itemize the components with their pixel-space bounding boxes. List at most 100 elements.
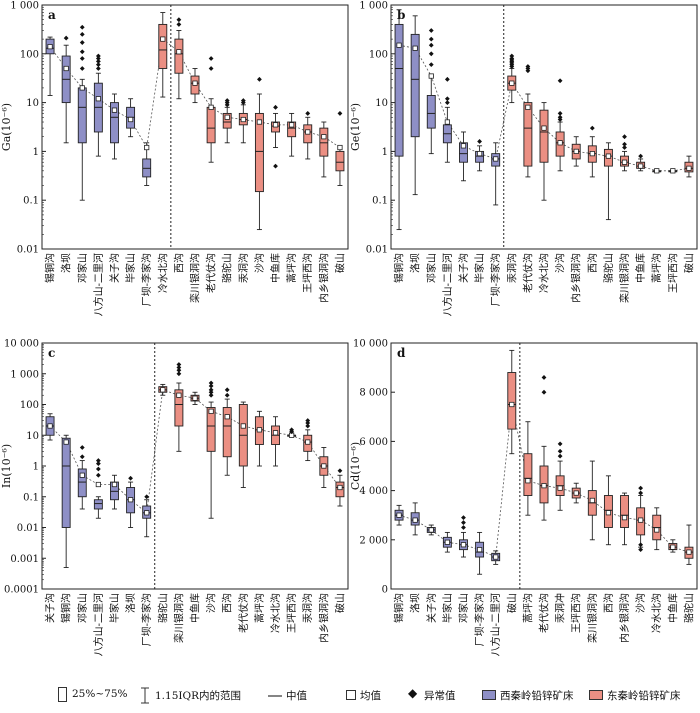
- mean-marker: [589, 497, 595, 504]
- box-内乡银洞沟: 内乡银洞沟: [618, 492, 631, 643]
- mean-marker: [208, 408, 214, 414]
- category-label: 邓家山: [425, 253, 438, 283]
- outlier-point: [305, 418, 311, 423]
- category-label: 蒿坪沟: [253, 593, 266, 623]
- iqr-box: [287, 121, 297, 138]
- mean-marker: [557, 140, 563, 146]
- mean-marker: [654, 527, 660, 533]
- y-tick-label: 1: [382, 147, 388, 158]
- category-label: 西沟: [602, 593, 615, 613]
- category-label: 冷水北沟: [650, 593, 663, 633]
- y-tick-label: 100: [20, 49, 39, 60]
- box-邓家山: 邓家山: [425, 28, 438, 283]
- box-毕家山: 毕家山: [441, 531, 454, 623]
- panel-frame: [390, 4, 698, 250]
- iqr-box: [93, 499, 103, 510]
- y-tick-label: 10 000: [353, 339, 388, 350]
- legend-box-label: 25%~75%: [72, 688, 128, 700]
- box-邓家山: 邓家山: [457, 515, 470, 623]
- mean-marker: [111, 107, 118, 113]
- mean-marker: [95, 481, 101, 488]
- box-骆驼山: 骆驼山: [221, 98, 234, 283]
- mean-marker: [256, 427, 263, 433]
- mean-marker: [589, 151, 595, 157]
- category-label: 王坪西沟: [285, 593, 298, 633]
- outlier-point: [176, 17, 182, 23]
- category-label: 锡铜沟: [393, 593, 406, 623]
- category-label: 洛坝: [409, 253, 422, 273]
- category-label: 厂坝-李家沟: [489, 253, 502, 306]
- category-label: 西沟: [221, 593, 234, 613]
- mean-marker: [573, 148, 579, 154]
- outlier-point: [557, 111, 563, 116]
- mean-trend-line: [49, 389, 341, 514]
- legend-mean-label: 均值: [360, 690, 381, 702]
- category-label: 汞洞冲: [554, 593, 567, 623]
- category-label: 中鱼库: [189, 593, 202, 623]
- outlier-point: [176, 367, 182, 373]
- mean-marker: [272, 430, 279, 436]
- mean-marker: [412, 45, 418, 51]
- outlier-point: [208, 392, 214, 398]
- mean-marker: [476, 547, 483, 553]
- box-骆驼山: 骆驼山: [602, 142, 615, 283]
- box-老代仗沟: 老代仗沟: [205, 56, 218, 293]
- outlier-point: [240, 98, 246, 103]
- category-label: 蒿坪沟: [285, 253, 298, 283]
- box-洛坝: 洛坝: [409, 502, 422, 613]
- iqr-box: [174, 389, 184, 427]
- category-label: 毕家山: [124, 253, 137, 283]
- box-老代仗沟: 老代仗沟: [237, 401, 250, 633]
- iqr-box: [620, 495, 629, 528]
- y-tick-label: 10: [26, 431, 39, 442]
- legend-outlier-symbol: ◆: [408, 686, 418, 700]
- mean-marker: [525, 478, 531, 484]
- box-厂坝-李家沟: 厂坝-李家沟: [489, 142, 502, 306]
- outlier-point: [557, 448, 563, 454]
- box-厂坝-李家沟: 厂坝-李家沟: [140, 494, 153, 646]
- mean-marker: [396, 42, 402, 48]
- y-tick-label: 0.01: [17, 523, 39, 534]
- box-破山: 破山: [333, 468, 346, 613]
- iqr-box: [254, 112, 264, 193]
- iqr-box: [206, 407, 216, 452]
- y-tick-label: 10 000: [4, 339, 39, 350]
- outlier-point: [224, 98, 230, 103]
- iqr-box: [61, 437, 71, 528]
- outlier-point: [461, 525, 466, 530]
- outlier-point: [557, 78, 563, 84]
- category-label: 汞洞沟: [237, 253, 250, 283]
- outlier-point: [557, 114, 563, 120]
- box-中鱼库: 中鱼库: [634, 153, 647, 283]
- box-沙沟: 沙沟: [205, 380, 218, 613]
- category-label: 厂坝-李家沟: [140, 593, 153, 646]
- mean-marker: [127, 116, 134, 123]
- mean-marker: [638, 517, 644, 523]
- y-tick-label: 0.01: [17, 245, 39, 256]
- outlier-point: [638, 542, 644, 548]
- mean-marker: [192, 395, 198, 401]
- iqr-box: [539, 109, 549, 163]
- mean-marker: [321, 463, 327, 469]
- y-tick-label: 10: [26, 98, 39, 109]
- box-骆驼山: 骆驼山: [156, 383, 169, 623]
- category-label: 厂坝-李家沟: [140, 253, 153, 306]
- panel-frame: [41, 342, 349, 590]
- legend-west-label: 西秦岭铅锌矿床: [500, 690, 574, 702]
- category-label: 西沟: [586, 253, 599, 273]
- outlier-point: [224, 392, 230, 398]
- outlier-point: [622, 145, 627, 150]
- outlier-point: [176, 371, 182, 377]
- iqr-box: [77, 87, 87, 144]
- box-汞洞沟: 汞洞沟: [237, 98, 250, 283]
- box-关子沟: 关子沟: [425, 524, 438, 623]
- box-蒿坪沟: 蒿坪沟: [253, 410, 266, 623]
- category-label: 破山: [505, 593, 518, 613]
- y-tick-label: 0: [382, 585, 388, 596]
- panel-d: 0 2 000 4 000 6 000 8 000 10 000 Cd(10⁻⁶) d 锡铜沟洛…: [349, 339, 698, 656]
- box-八方山-二里河: 八方山-二里河: [92, 458, 105, 656]
- mean-marker: [605, 510, 612, 516]
- outlier-point: [79, 56, 85, 61]
- mean-marker: [337, 484, 343, 491]
- category-label: 栾川银洞沟: [189, 253, 202, 303]
